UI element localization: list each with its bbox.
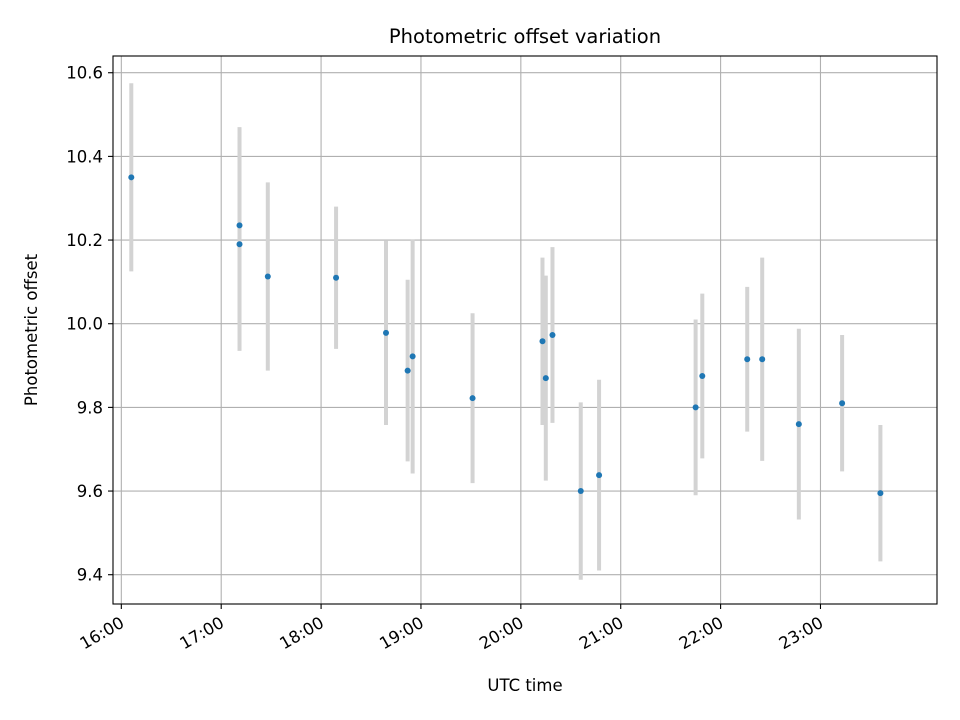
x-axis-label: UTC time	[487, 676, 562, 695]
data-point	[128, 174, 135, 181]
y-tick-label: 10.2	[66, 231, 103, 250]
data-point	[333, 274, 340, 281]
data-point	[264, 273, 271, 280]
plot-frame	[112, 55, 938, 605]
data-point	[699, 373, 706, 380]
data-point	[236, 222, 243, 229]
y-axis: 9.4 9.6 9.8 10.0 10.2 10.4 10.6	[66, 64, 113, 585]
y-tick-label: 10.4	[66, 147, 103, 166]
y-tick-label: 10.6	[66, 64, 103, 83]
y-tick-label: 9.4	[77, 566, 103, 585]
data-point	[744, 356, 751, 363]
data-points	[128, 174, 884, 497]
data-point	[383, 329, 390, 336]
data-point	[795, 421, 802, 428]
y-tick-label: 10.0	[66, 315, 103, 334]
data-point	[469, 395, 476, 402]
data-point	[596, 472, 603, 479]
data-point	[877, 490, 884, 497]
data-point	[577, 488, 584, 495]
y-tick-label: 9.6	[77, 482, 103, 501]
data-point	[542, 375, 549, 382]
data-point	[839, 400, 846, 407]
data-point	[404, 367, 411, 374]
data-point	[692, 404, 699, 411]
data-point	[409, 353, 416, 360]
data-point	[236, 241, 243, 248]
chart-title: Photometric offset variation	[389, 25, 661, 48]
data-point	[539, 338, 546, 345]
data-point	[549, 332, 556, 339]
y-axis-label: Photometric offset	[22, 253, 41, 406]
y-tick-label: 9.8	[77, 398, 103, 417]
grid	[113, 56, 937, 604]
data-point	[759, 356, 766, 363]
